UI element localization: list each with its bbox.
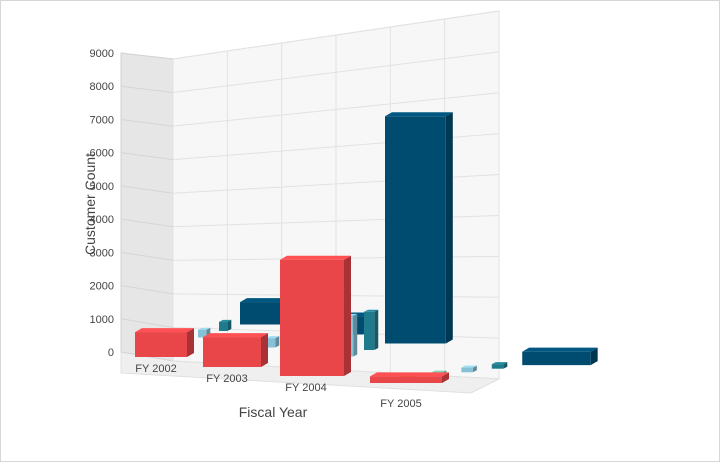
bar [280, 259, 344, 376]
y-tick-label: 6000 [90, 148, 114, 160]
bar-side [590, 347, 598, 366]
y-tick-label: 7000 [90, 114, 114, 126]
bar [370, 376, 442, 383]
bar-side [374, 309, 379, 350]
y-tick-label: 9000 [90, 48, 114, 60]
x-axis-title: Fiscal Year [239, 404, 308, 420]
y-tick-label: 3000 [90, 247, 114, 259]
bar-side [227, 319, 232, 331]
bar-top [198, 327, 211, 330]
bar [135, 332, 187, 357]
bar-top [364, 309, 379, 312]
y-tick-label: 0 [108, 347, 114, 359]
left-wall [120, 52, 174, 362]
gridline-left-wall [120, 285, 174, 295]
bar [240, 302, 290, 325]
bar-top [135, 328, 194, 333]
bar [461, 367, 473, 373]
bar-top [370, 372, 449, 377]
y-tick-label: 2000 [90, 281, 114, 293]
gridline-left-wall [120, 318, 174, 328]
bar-side [353, 313, 358, 357]
gridline-left-wall [120, 185, 174, 194]
bar-side [442, 372, 449, 383]
bar-top [430, 370, 447, 373]
bar [203, 337, 261, 367]
bar-side [503, 362, 508, 369]
bar [219, 321, 228, 331]
bar [491, 364, 504, 369]
bar [364, 311, 375, 350]
bar-top [219, 319, 232, 322]
y-tick-label: 8000 [90, 81, 114, 93]
bar-side [472, 365, 477, 373]
x-axis-labels: FY 2002 FY 2003 FY 2004 FY 2005 [135, 363, 421, 410]
bar-side [187, 328, 194, 357]
y-tick-label: 5000 [90, 181, 114, 193]
x-tick-label: FY 2004 [285, 382, 326, 394]
bar-side [261, 333, 268, 367]
bar [266, 338, 276, 348]
gridline-left-wall [120, 118, 174, 127]
x-tick-label: FY 2003 [206, 373, 247, 385]
bar-top [266, 336, 280, 339]
bar [385, 116, 446, 344]
bar-side [275, 336, 280, 348]
bar-side [344, 255, 351, 376]
bar-side [445, 112, 453, 344]
bars [135, 112, 598, 383]
gridline-left-wall [120, 251, 174, 261]
y-axis-ticks: 9000 8000 7000 6000 5000 4000 3000 2000 1000 0 [90, 48, 114, 359]
bar [198, 329, 207, 338]
bar-top [491, 362, 508, 365]
gridline-left-wall [120, 218, 174, 228]
y-tick-label: 4000 [90, 214, 114, 226]
gridline-left-wall [120, 152, 174, 161]
bar [522, 351, 591, 366]
bar-top [461, 365, 477, 368]
gridline-left-wall [120, 85, 174, 94]
bar-top [203, 333, 268, 338]
y-tick-label: 1000 [90, 314, 114, 326]
bar-top [280, 255, 351, 260]
gridline-left-wall [120, 52, 174, 60]
x-tick-label: FY 2005 [380, 398, 421, 410]
bar-top [522, 347, 598, 352]
y-axis-title: Customer Count [82, 153, 98, 255]
bar-top [385, 112, 453, 117]
x-tick-label: FY 2002 [135, 363, 176, 375]
